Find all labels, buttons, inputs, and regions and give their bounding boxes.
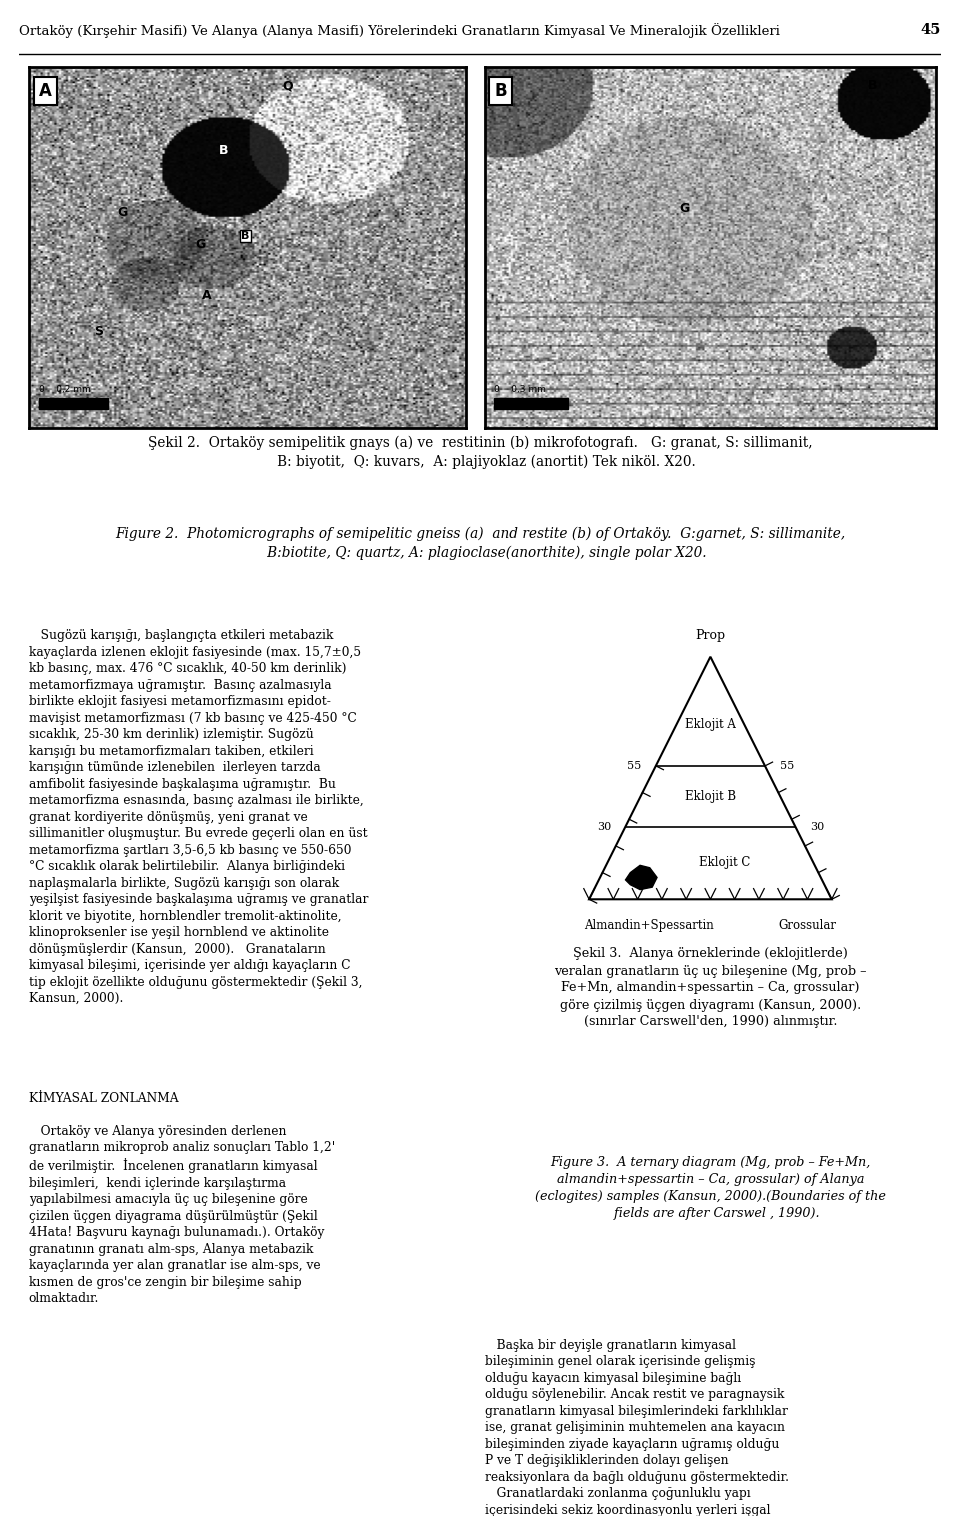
Text: Eklojit B: Eklojit B	[684, 790, 736, 802]
Text: B: B	[869, 79, 877, 92]
Polygon shape	[626, 866, 657, 890]
Bar	[494, 397, 499, 409]
Text: Prop: Prop	[695, 629, 726, 643]
Text: 0    0,3 mm: 0 0,3 mm	[494, 385, 546, 394]
Text: Figure 2.  Photomicrographs of semipelitic gneiss (a)  and restite (b) of Ortakö: Figure 2. Photomicrographs of semipeliti…	[115, 528, 845, 559]
Text: B: B	[494, 82, 507, 100]
Text: G: G	[196, 238, 205, 252]
Text: S: S	[94, 324, 104, 338]
Text: Şekil 2.  Ortaköy semipelitik gnays (a) ve  restitinin (b) mikrofotografı.   G: : Şekil 2. Ortaköy semipelitik gnays (a) v…	[148, 437, 812, 468]
Text: Q: Q	[283, 79, 294, 92]
Text: Ortaköy (Kırşehir Masifi) Ve Alanya (Alanya Masifi) Yörelerindeki Granatların Ki: Ortaköy (Kırşehir Masifi) Ve Alanya (Ala…	[19, 23, 780, 38]
Text: Şekil 3.  Alanya örneklerinde (eklojitlerde)
veralan granatların üç uç bileşenin: Şekil 3. Alanya örneklerinde (eklojitler…	[554, 948, 867, 1028]
Text: Eklojit C: Eklojit C	[699, 857, 751, 869]
Bar	[499, 397, 567, 409]
Text: Sugözü karışığı, başlangıçta etkileri metabazik
kayaçlarda izlenen eklojit fasiy: Sugözü karışığı, başlangıçta etkileri me…	[29, 629, 369, 1005]
Text: B: B	[219, 144, 228, 158]
Text: KİMYASAL ZONLANMA

   Ortaköy ve Alanya yöresinden derlenen
granatların mikropro: KİMYASAL ZONLANMA Ortaköy ve Alanya yöre…	[29, 1092, 335, 1305]
Text: A: A	[39, 82, 52, 100]
Text: Figure 3.  A ternary diagram (Mg, prob – Fe+Mn,
almandin+spessartin – Ca, grossu: Figure 3. A ternary diagram (Mg, prob – …	[535, 1157, 886, 1220]
Text: 30: 30	[810, 822, 824, 831]
Text: Eklojit A: Eklojit A	[685, 719, 735, 731]
Text: Başka bir deyişle granatların kimyasal
bileşiminin genel olarak içerisinde geliş: Başka bir deyişle granatların kimyasal b…	[485, 1339, 789, 1516]
Text: 0    0,2 mm: 0 0,2 mm	[39, 385, 91, 394]
Text: 55: 55	[627, 761, 641, 770]
Bar	[39, 397, 44, 409]
Text: 30: 30	[597, 822, 611, 831]
Text: 55: 55	[780, 761, 794, 770]
Text: Almandin+Spessartin: Almandin+Spessartin	[585, 919, 714, 932]
Text: B: B	[242, 230, 250, 241]
Text: G: G	[117, 206, 128, 218]
Bar	[44, 397, 108, 409]
Text: A: A	[203, 288, 212, 302]
Text: 45: 45	[921, 23, 941, 38]
Text: Grossular: Grossular	[779, 919, 836, 932]
Text: G: G	[680, 202, 689, 215]
